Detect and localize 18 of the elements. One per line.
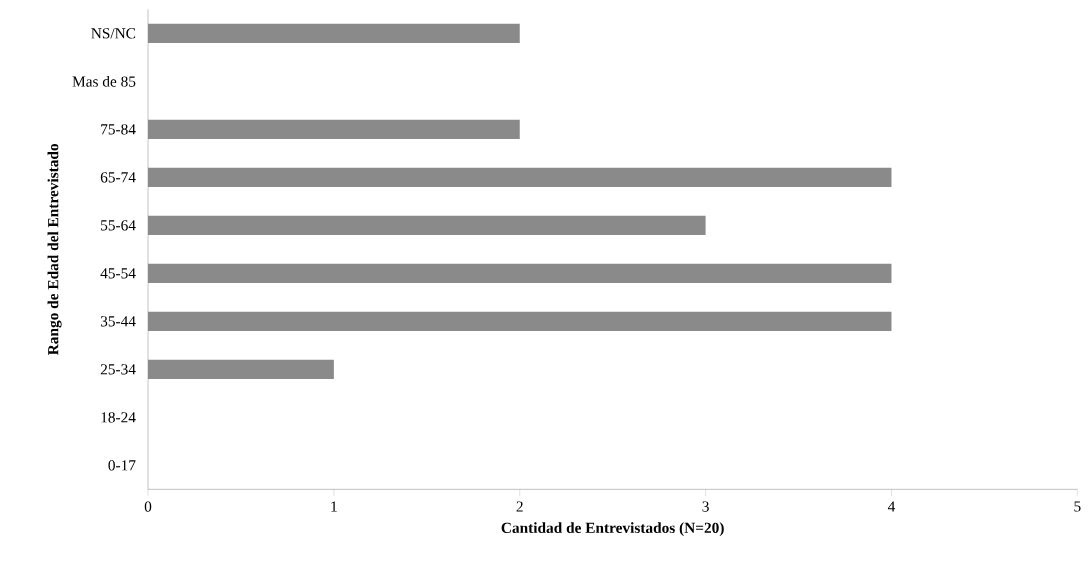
- x-tick-label: 1: [331, 501, 337, 512]
- y-tick-label: 65-74: [100, 172, 136, 183]
- x-tick-label: 3: [702, 501, 709, 512]
- y-tick-label: Mas de 85: [72, 76, 136, 87]
- y-tick-label: 18-24: [101, 412, 136, 423]
- y-tick-label: 55-64: [101, 220, 136, 231]
- x-tick-label: 5: [1074, 501, 1081, 512]
- x-tick-label: 4: [887, 501, 896, 512]
- x-tick-label: 0: [144, 501, 152, 512]
- y-tick-label: 0-17: [108, 460, 136, 471]
- y-tick-label: 75-84: [101, 124, 136, 135]
- x-tick-label: 2: [516, 501, 523, 512]
- y-tick-label: NS/NC: [91, 28, 136, 39]
- x-axis-title: Cantidad de Entrevistados (N=20): [501, 522, 724, 537]
- y-tick-label: 35-44: [100, 316, 136, 327]
- y-tick-label: 25-34: [100, 364, 136, 375]
- y-axis-title: Rango de Edad del Entrevistado: [47, 144, 62, 356]
- y-tick-label: 45-54: [100, 268, 136, 279]
